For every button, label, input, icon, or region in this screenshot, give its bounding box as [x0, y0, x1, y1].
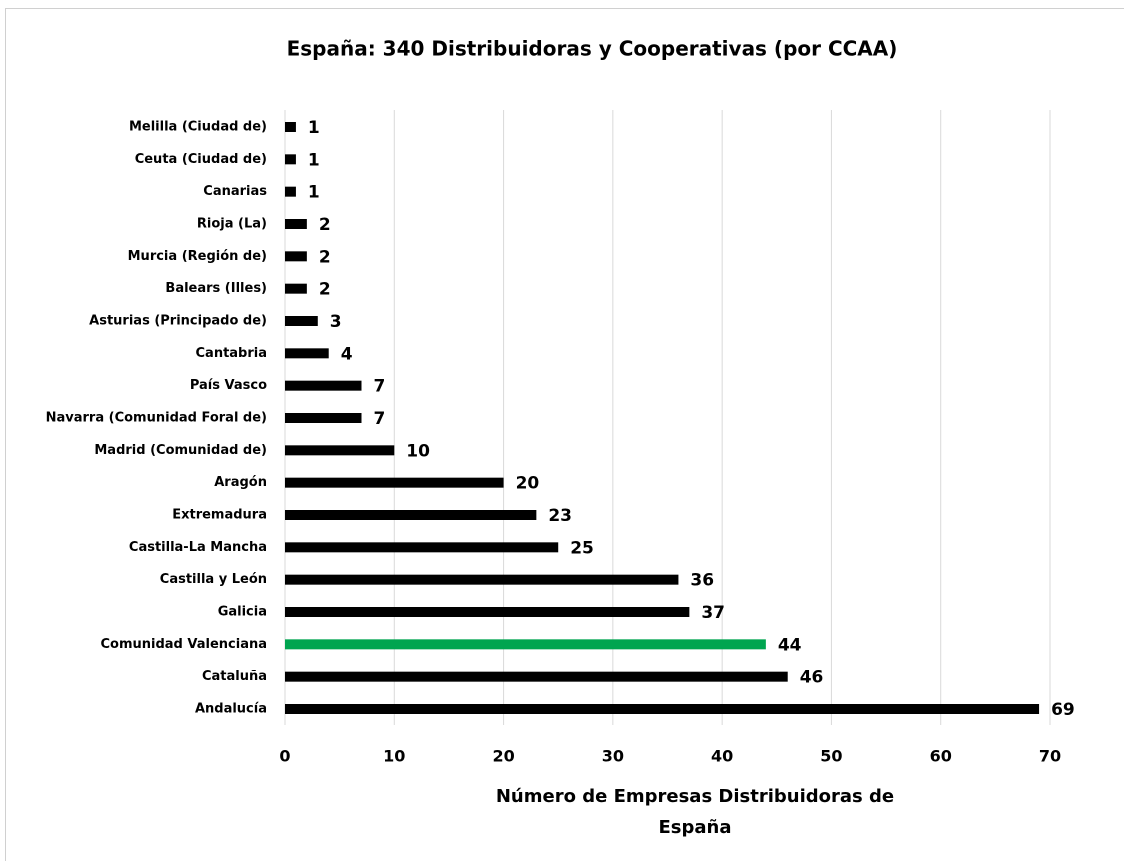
value-label: 7: [374, 377, 386, 397]
value-label: 25: [570, 538, 594, 558]
bar: [285, 671, 788, 682]
bar: [285, 542, 559, 553]
bar: [285, 316, 318, 326]
x-tick-label: 70: [1039, 747, 1061, 766]
value-label: 1: [308, 118, 320, 138]
value-label: 1: [308, 183, 320, 203]
y-tick-label: Balears (Illes): [165, 281, 267, 296]
y-tick-label: Navarra (Comunidad Foral de): [46, 411, 267, 426]
x-tick-label: 0: [279, 747, 290, 766]
bar: [285, 607, 690, 617]
y-tick-label: Comunidad Valenciana: [100, 637, 267, 652]
y-tick-label: Extremadura: [172, 508, 267, 523]
bar: [285, 348, 329, 359]
value-label: 44: [778, 635, 802, 655]
bar: [285, 219, 307, 229]
value-label: 3: [330, 312, 342, 332]
chart-frame: [5, 8, 1124, 861]
x-axis-label: Número de Empresas Distribuidoras de: [496, 786, 894, 807]
value-label: 7: [374, 409, 386, 429]
y-tick-label: Castilla y León: [160, 572, 267, 587]
bar: [285, 122, 296, 132]
bar: [285, 510, 537, 520]
y-tick-label: Melilla (Ciudad de): [129, 120, 267, 135]
bar: [285, 154, 296, 165]
y-tick-label: Ceuta (Ciudad de): [135, 152, 267, 167]
y-tick-label: Cataluña: [202, 669, 267, 684]
value-label: 10: [406, 441, 430, 461]
value-label: 69: [1051, 700, 1075, 720]
y-tick-label: Castilla-La Mancha: [129, 540, 267, 555]
x-tick-label: 60: [930, 747, 952, 766]
value-label: 46: [800, 668, 824, 688]
y-tick-label: Murcia (Región de): [128, 249, 267, 264]
value-label: 2: [319, 215, 331, 235]
bar: [285, 251, 307, 262]
x-tick-label: 10: [383, 747, 405, 766]
x-axis-label: España: [658, 817, 731, 838]
value-label: 2: [319, 247, 331, 267]
bar: [285, 283, 307, 294]
x-tick-label: 30: [602, 747, 624, 766]
bar: [285, 186, 296, 197]
value-label: 20: [516, 474, 540, 494]
value-label: 4: [341, 344, 353, 364]
bar: [285, 574, 679, 585]
bar: [285, 704, 1040, 714]
bar: [285, 477, 504, 488]
bar: [285, 445, 395, 456]
value-label: 37: [701, 603, 725, 623]
bar: [285, 639, 766, 650]
y-tick-label: Canarias: [203, 184, 267, 199]
x-tick-label: 20: [492, 747, 514, 766]
y-tick-label: Aragón: [214, 475, 267, 490]
bar: [285, 413, 362, 423]
y-tick-label: Andalucía: [195, 702, 267, 717]
x-tick-label: 50: [820, 747, 842, 766]
value-label: 2: [319, 280, 331, 300]
y-tick-label: Madrid (Comunidad de): [94, 443, 267, 458]
bar: [285, 380, 362, 391]
x-tick-label: 40: [711, 747, 733, 766]
y-tick-label: Cantabria: [196, 346, 268, 361]
value-label: 1: [308, 150, 320, 170]
y-tick-label: Galicia: [218, 605, 267, 620]
y-tick-label: Rioja (La): [197, 217, 267, 232]
value-label: 36: [690, 571, 714, 591]
y-tick-label: País Vasco: [190, 378, 267, 393]
y-tick-label: Asturias (Principado de): [89, 314, 267, 329]
chart-title: España: 340 Distribuidoras y Cooperativa…: [287, 37, 898, 61]
value-label: 23: [548, 506, 572, 526]
